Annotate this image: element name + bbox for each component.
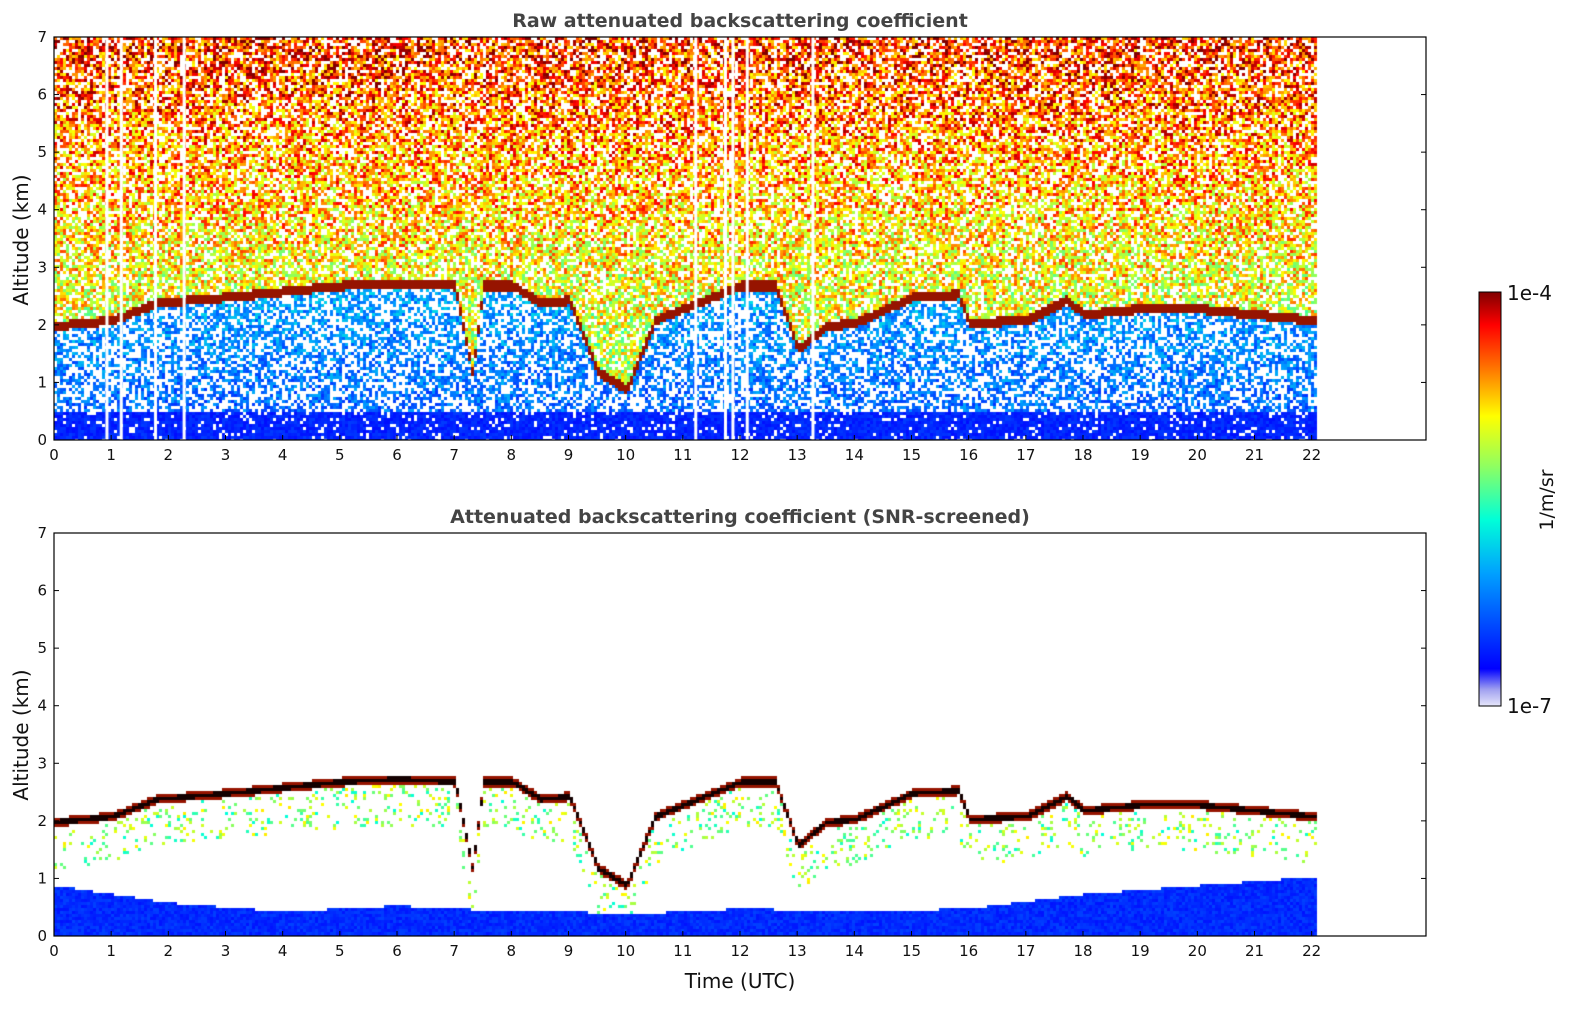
y-tick-label: 7 (37, 28, 47, 46)
x-tick-label: 14 (845, 942, 864, 960)
x-tick-label: 9 (564, 446, 574, 464)
colorbar: 1e-4 1e-7 1/m/sr (1478, 281, 1558, 718)
y-tick-label: 3 (37, 754, 47, 772)
x-tick-label: 0 (49, 446, 59, 464)
x-tick-label: 7 (449, 446, 459, 464)
x-axis-label: Time (UTC) (684, 969, 796, 993)
raw-backscatter-panel: Raw attenuated backscattering coefficien… (9, 10, 1427, 464)
x-tick-label: 9 (564, 942, 574, 960)
x-tick-label: 2 (164, 942, 174, 960)
x-tick-label: 22 (1302, 942, 1321, 960)
x-tick-label: 14 (845, 446, 864, 464)
x-tick-label: 12 (730, 446, 749, 464)
x-tick-label: 18 (1073, 942, 1092, 960)
x-tick-label: 16 (959, 446, 978, 464)
x-tick-label: 21 (1245, 942, 1264, 960)
y-tick-label: 4 (37, 201, 47, 219)
y-tick-label: 6 (37, 582, 47, 600)
x-tick-label: 0 (49, 942, 59, 960)
y-tick-label: 0 (37, 927, 47, 945)
x-axis-ticks: 0 1 2 3 4 5 6 7 8 9 10 11 12 13 14 15 16 17 18 19 20 21 22 (49, 931, 1321, 960)
x-tick-label: 10 (616, 446, 635, 464)
colorbar-unit-label: 1/m/sr (1536, 469, 1558, 530)
y-axis-ticks: 0 1 2 3 4 5 6 7 (37, 524, 1426, 945)
x-tick-label: 10 (616, 942, 635, 960)
colorbar-max-label: 1e-4 (1507, 281, 1552, 305)
y-tick-label: 3 (37, 258, 47, 276)
x-tick-label: 5 (335, 446, 345, 464)
x-tick-label: 20 (1188, 942, 1207, 960)
snr-screened-panel: Attenuated backscattering coefficient (S… (9, 506, 1427, 993)
x-tick-label: 17 (1016, 446, 1035, 464)
x-tick-label: 17 (1016, 942, 1035, 960)
y-tick-label: 1 (37, 373, 47, 391)
panel-title: Raw attenuated backscattering coefficien… (512, 10, 968, 32)
y-tick-label: 5 (37, 143, 47, 161)
y-tick-label: 5 (37, 639, 47, 657)
x-tick-label: 2 (164, 446, 174, 464)
x-tick-label: 11 (673, 446, 692, 464)
x-axis-ticks: 0 1 2 3 4 5 6 7 8 9 10 11 12 13 14 15 16 17 18 19 20 21 22 (49, 435, 1321, 464)
y-tick-label: 7 (37, 524, 47, 542)
backscatter-heatmap-image (54, 37, 1426, 440)
x-tick-label: 20 (1188, 446, 1207, 464)
x-tick-label: 1 (106, 446, 116, 464)
x-tick-label: 4 (278, 446, 288, 464)
x-tick-label: 18 (1073, 446, 1092, 464)
x-tick-label: 13 (788, 942, 807, 960)
x-tick-label: 11 (673, 942, 692, 960)
heatmap-area (54, 533, 1426, 936)
x-tick-label: 6 (392, 446, 402, 464)
x-tick-label: 16 (959, 942, 978, 960)
x-tick-label: 13 (788, 446, 807, 464)
x-tick-label: 3 (221, 446, 231, 464)
y-tick-label: 6 (37, 86, 47, 104)
heatmap-area (54, 37, 1426, 440)
panel-title: Attenuated backscattering coefficient (S… (450, 506, 1030, 528)
backscatter-heatmap-image (54, 533, 1426, 936)
x-tick-label: 19 (1131, 942, 1150, 960)
colorbar-scale (1478, 291, 1502, 707)
y-axis-label: Altitude (km) (9, 174, 33, 305)
y-tick-label: 4 (37, 697, 47, 715)
y-axis-ticks: 0 1 2 3 4 5 6 7 (37, 28, 1426, 449)
x-tick-label: 7 (449, 942, 459, 960)
x-tick-label: 8 (507, 446, 517, 464)
x-tick-label: 21 (1245, 446, 1264, 464)
y-tick-label: 1 (37, 869, 47, 887)
x-tick-label: 4 (278, 942, 288, 960)
x-tick-label: 19 (1131, 446, 1150, 464)
x-tick-label: 8 (507, 942, 517, 960)
x-tick-label: 15 (902, 446, 921, 464)
y-tick-label: 2 (37, 812, 47, 830)
x-tick-label: 3 (221, 942, 231, 960)
y-axis-label: Altitude (km) (9, 669, 33, 800)
x-tick-label: 12 (730, 942, 749, 960)
colorbar-min-label: 1e-7 (1507, 694, 1552, 718)
x-tick-label: 1 (106, 942, 116, 960)
y-tick-label: 0 (37, 431, 47, 449)
x-tick-label: 5 (335, 942, 345, 960)
y-tick-label: 2 (37, 316, 47, 334)
x-tick-label: 6 (392, 942, 402, 960)
x-tick-label: 22 (1302, 446, 1321, 464)
x-tick-label: 15 (902, 942, 921, 960)
